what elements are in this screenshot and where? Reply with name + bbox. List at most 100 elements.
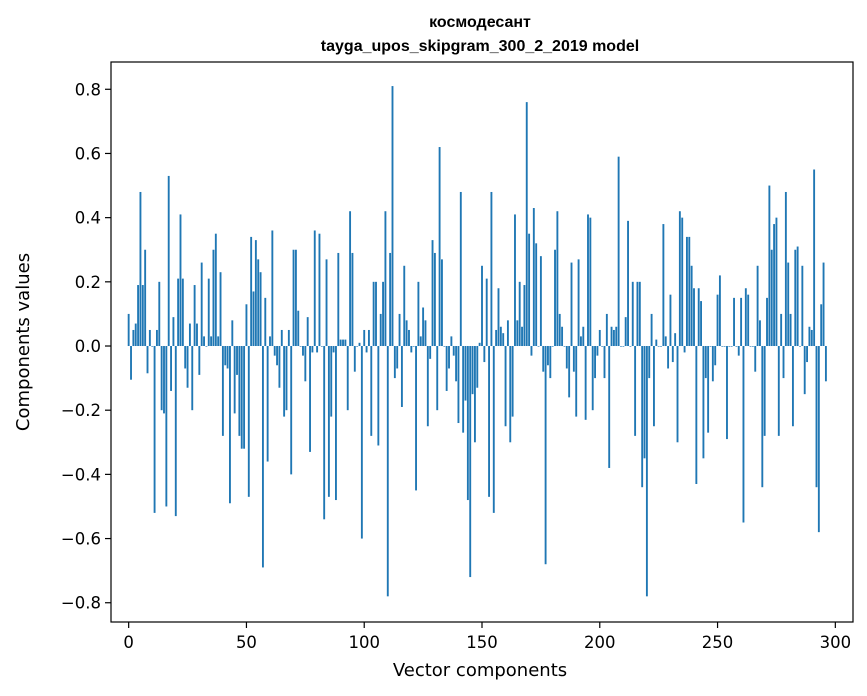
y-axis-ticks: −0.8 −0.6 −0.4 −0.2 0.0 0.2 0.4 0.6 0.8 <box>61 80 111 613</box>
bar-130 <box>433 252 436 347</box>
bar-283 <box>794 249 797 347</box>
bar-178 <box>547 346 549 366</box>
bar-127 <box>426 346 429 427</box>
bar-197 <box>591 346 594 411</box>
bar-10 <box>151 346 154 347</box>
bar-94 <box>349 211 352 347</box>
bar-135 <box>445 346 448 391</box>
bar-96 <box>353 346 356 372</box>
bar-185 <box>563 346 566 347</box>
bar-5 <box>139 191 142 347</box>
bar-49 <box>243 346 246 449</box>
bar-269 <box>761 346 764 488</box>
bar-275 <box>775 217 778 347</box>
y-tick-label: −0.6 <box>61 530 101 549</box>
y-tick-label: 0.4 <box>75 209 101 228</box>
y-tick-label: −0.4 <box>61 465 101 484</box>
bar-182 <box>556 211 559 347</box>
bar-55 <box>257 259 260 347</box>
bar-277 <box>780 313 783 347</box>
bar-209 <box>620 346 622 347</box>
bar-213 <box>629 346 632 347</box>
bar-267 <box>756 265 759 347</box>
bar-278 <box>782 346 785 379</box>
bar-125 <box>422 307 425 347</box>
bar-207 <box>615 326 618 347</box>
bar-199 <box>596 346 599 356</box>
bar-59 <box>266 346 269 462</box>
bar-245 <box>704 346 707 379</box>
bar-288 <box>806 346 808 363</box>
bar-126 <box>424 320 427 347</box>
bar-103 <box>370 346 373 436</box>
bar-235 <box>681 217 684 347</box>
bar-272 <box>768 185 771 347</box>
bar-206 <box>612 329 615 347</box>
bar-2 <box>132 329 135 347</box>
bar-121 <box>412 346 415 347</box>
bar-40 <box>221 346 224 436</box>
bar-286 <box>801 265 804 347</box>
bar-170 <box>528 233 531 347</box>
bar-248 <box>711 346 714 382</box>
bar-39 <box>219 272 222 347</box>
bar-223 <box>653 346 655 427</box>
bar-221 <box>648 346 651 379</box>
bar-42 <box>226 346 229 369</box>
bar-61 <box>271 230 274 347</box>
bar-234 <box>678 211 681 347</box>
bar-193 <box>582 326 585 347</box>
bar-146 <box>471 346 474 395</box>
bar-7 <box>144 249 147 347</box>
bar-158 <box>499 326 502 347</box>
y-tick-label: 0.8 <box>75 80 101 99</box>
bar-52 <box>250 236 253 347</box>
bar-212 <box>627 220 629 347</box>
bar-271 <box>766 297 768 347</box>
bar-155 <box>492 346 495 513</box>
bar-222 <box>650 313 653 347</box>
bar-108 <box>382 281 384 347</box>
bar-190 <box>575 346 578 417</box>
bar-191 <box>577 259 580 347</box>
bar-97 <box>356 346 359 347</box>
bar-162 <box>509 346 512 443</box>
bar-175 <box>539 256 542 347</box>
bar-122 <box>415 346 417 491</box>
bar-219 <box>643 346 646 459</box>
bar-176 <box>542 346 545 372</box>
bar-249 <box>714 346 717 366</box>
y-tick-label: −0.8 <box>61 594 101 613</box>
bar-239 <box>690 265 693 347</box>
bar-250 <box>716 294 719 347</box>
x-tick-label: 150 <box>466 633 498 652</box>
bar-115 <box>398 313 401 347</box>
bar-165 <box>516 320 519 347</box>
bar-105 <box>375 281 377 347</box>
bar-240 <box>693 288 695 347</box>
bar-118 <box>405 320 408 347</box>
bar-62 <box>273 346 276 356</box>
bar-210 <box>622 346 625 347</box>
bar-255 <box>728 346 731 347</box>
bar-64 <box>278 346 281 388</box>
bar-285 <box>799 346 801 347</box>
bar-202 <box>603 346 606 379</box>
bar-195 <box>587 214 589 347</box>
bar-201 <box>601 346 604 347</box>
y-tick-label: 0.0 <box>75 337 101 356</box>
bar-106 <box>377 346 380 446</box>
bar-3 <box>134 323 137 347</box>
bar-34 <box>207 278 210 347</box>
bar-258 <box>735 346 738 347</box>
bar-36 <box>212 249 215 347</box>
bar-50 <box>245 304 248 347</box>
bar-208 <box>617 156 620 347</box>
bar-23 <box>181 278 184 347</box>
bar-17 <box>167 175 170 347</box>
chart-title: космодесант <box>429 14 531 31</box>
bar-1 <box>130 346 132 380</box>
bar-60 <box>269 336 271 347</box>
bar-274 <box>773 224 776 347</box>
